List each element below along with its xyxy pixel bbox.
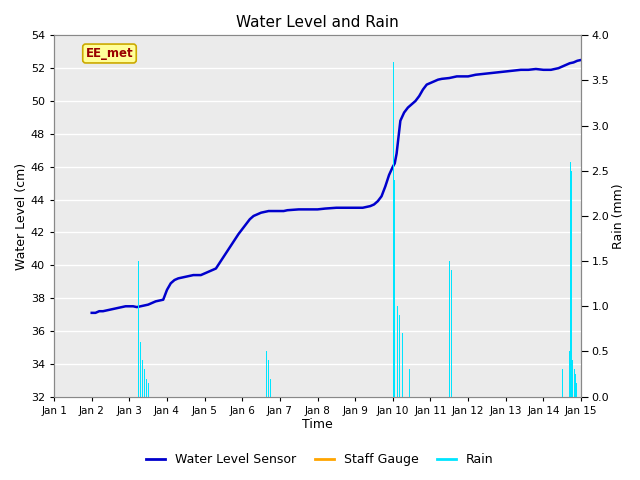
Bar xyxy=(394,180,395,396)
Bar xyxy=(142,360,143,396)
Bar xyxy=(138,261,139,396)
Bar xyxy=(264,342,265,396)
Bar xyxy=(452,324,453,396)
Bar xyxy=(392,49,393,396)
Y-axis label: Rain (mm): Rain (mm) xyxy=(612,183,625,249)
Bar xyxy=(570,162,571,396)
Bar xyxy=(136,67,137,396)
Bar xyxy=(140,342,141,396)
Title: Water Level and Rain: Water Level and Rain xyxy=(236,15,399,30)
Bar xyxy=(451,270,452,396)
Bar xyxy=(562,370,563,396)
Bar xyxy=(266,351,267,396)
Bar xyxy=(572,360,573,396)
Bar xyxy=(576,383,577,396)
Bar xyxy=(574,370,575,396)
Bar xyxy=(454,360,455,396)
Bar xyxy=(575,374,576,396)
Bar xyxy=(393,62,394,396)
Bar xyxy=(144,370,145,396)
Y-axis label: Water Level (cm): Water Level (cm) xyxy=(15,162,28,270)
Text: EE_met: EE_met xyxy=(86,47,133,60)
Bar xyxy=(402,334,403,396)
Bar xyxy=(449,261,450,396)
Bar xyxy=(399,315,400,396)
Bar xyxy=(146,379,147,396)
Bar xyxy=(270,379,271,396)
X-axis label: Time: Time xyxy=(302,419,333,432)
Legend: Water Level Sensor, Staff Gauge, Rain: Water Level Sensor, Staff Gauge, Rain xyxy=(141,448,499,471)
Bar xyxy=(134,62,135,396)
Bar xyxy=(268,360,269,396)
